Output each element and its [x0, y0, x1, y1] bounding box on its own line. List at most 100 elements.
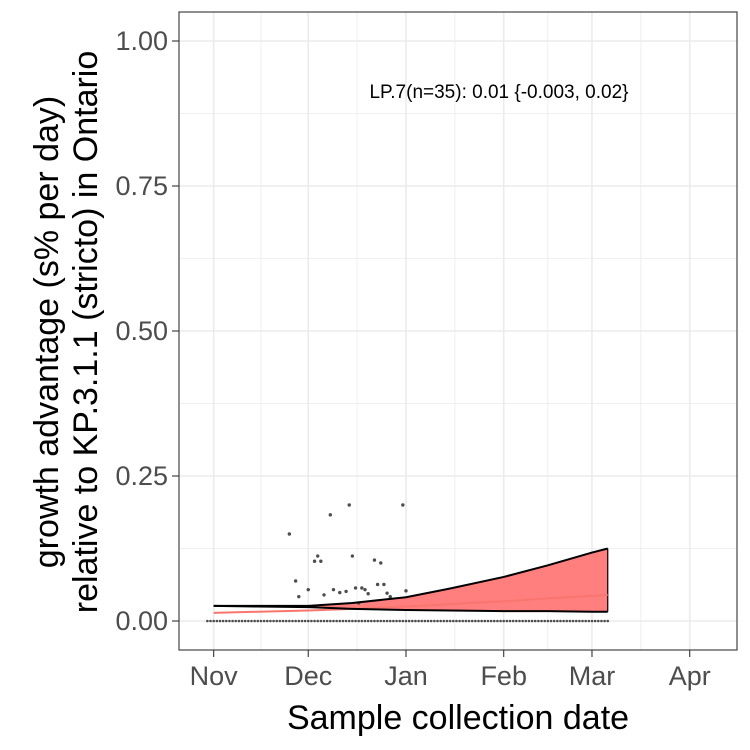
data-point-zero — [451, 619, 455, 623]
points-layer — [206, 503, 610, 623]
data-point — [379, 561, 383, 565]
data-point-zero — [347, 619, 351, 623]
data-point — [297, 594, 301, 599]
data-point-zero — [552, 619, 556, 623]
data-point-zero — [505, 619, 509, 623]
data-point-zero — [281, 619, 285, 623]
data-point-zero — [420, 619, 424, 623]
data-point — [293, 579, 298, 583]
data-point-zero — [521, 619, 524, 623]
data-point-zero — [231, 619, 234, 623]
x-axis-title: Sample collection date — [287, 699, 629, 737]
data-point — [353, 586, 358, 590]
data-point-zero — [240, 619, 244, 623]
data-point-zero — [354, 619, 357, 623]
x-tick-label: Apr — [669, 661, 711, 691]
data-point-zero — [228, 619, 231, 623]
data-point-zero — [288, 619, 291, 623]
data-point-zero — [587, 619, 591, 623]
data-point — [375, 582, 380, 587]
data-point-zero — [596, 619, 600, 623]
data-point — [366, 592, 370, 596]
data-point-zero — [265, 619, 269, 623]
ribbon-layer — [213, 548, 609, 612]
data-point — [331, 587, 336, 592]
data-point-zero — [537, 619, 540, 623]
data-point-zero — [461, 619, 465, 623]
y-tick-label: 0.25 — [115, 461, 168, 491]
data-point — [344, 589, 348, 594]
data-point-zero — [571, 619, 575, 623]
data-point — [401, 503, 405, 507]
data-point — [322, 593, 326, 597]
data-point-zero — [606, 619, 610, 623]
data-point-zero — [313, 619, 316, 623]
data-point-zero — [524, 619, 528, 623]
data-point-zero — [234, 619, 238, 623]
data-point-zero — [426, 619, 430, 623]
data-point-zero — [483, 619, 487, 623]
data-point-zero — [410, 619, 414, 623]
confidence-ribbon — [213, 548, 608, 612]
data-point-zero — [590, 619, 594, 623]
data-point-zero — [237, 619, 241, 623]
data-point-zero — [499, 619, 502, 623]
data-point-zero — [455, 619, 458, 623]
data-point-zero — [511, 619, 515, 623]
data-point-zero — [275, 619, 279, 623]
data-point-zero — [388, 619, 392, 623]
data-point — [306, 587, 310, 592]
y-tick-label: 1.00 — [115, 26, 168, 56]
data-point-zero — [404, 619, 408, 623]
x-tick-label: Dec — [284, 661, 332, 691]
data-point — [363, 587, 367, 592]
data-point-zero — [439, 619, 442, 623]
data-point-zero — [458, 619, 461, 623]
data-point-zero — [593, 619, 597, 623]
data-point-zero — [442, 619, 446, 623]
data-point-zero — [316, 619, 320, 623]
data-point-zero — [496, 619, 499, 623]
data-point-zero — [584, 619, 587, 623]
data-point-zero — [423, 619, 427, 623]
data-point-zero — [303, 619, 307, 623]
x-tick-label: Mar — [569, 661, 616, 691]
data-point-zero — [221, 619, 225, 623]
data-point-zero — [533, 619, 537, 623]
data-point — [347, 503, 351, 507]
data-point-zero — [401, 619, 405, 623]
data-point-zero — [344, 619, 348, 623]
data-point-zero — [407, 619, 411, 623]
data-point-zero — [600, 619, 603, 623]
data-point-zero — [269, 619, 272, 623]
x-tick-label: Nov — [190, 661, 239, 691]
data-point — [350, 554, 355, 558]
data-point-zero — [215, 619, 219, 623]
data-point-zero — [518, 619, 521, 623]
data-point-zero — [351, 619, 354, 623]
data-point — [382, 582, 386, 587]
data-point-zero — [562, 619, 565, 623]
data-point-zero — [209, 619, 212, 623]
y-tick-label: 0.75 — [115, 171, 168, 201]
data-point-zero — [278, 619, 282, 623]
data-point-zero — [363, 619, 367, 623]
data-point-zero — [319, 619, 323, 623]
data-point-zero — [218, 619, 222, 623]
data-point — [404, 589, 408, 593]
data-point-zero — [474, 619, 477, 623]
x-tick-label: Jan — [384, 661, 428, 691]
data-point-zero — [357, 619, 360, 623]
y-axis-title-line2: relative to KP.3.1.1 (stricto) in Ontari… — [67, 51, 105, 614]
data-point — [338, 590, 342, 595]
data-point — [316, 554, 320, 558]
data-point-zero — [556, 619, 559, 623]
data-point-zero — [291, 619, 294, 623]
data-point — [312, 559, 317, 563]
data-point-zero — [392, 619, 395, 623]
annotation-text: LP.7(n=35): 0.01 {-0.003, 0.02} — [369, 82, 628, 103]
lower-bound-line — [213, 604, 608, 613]
data-point-zero — [300, 619, 304, 623]
data-point-zero — [322, 619, 326, 623]
